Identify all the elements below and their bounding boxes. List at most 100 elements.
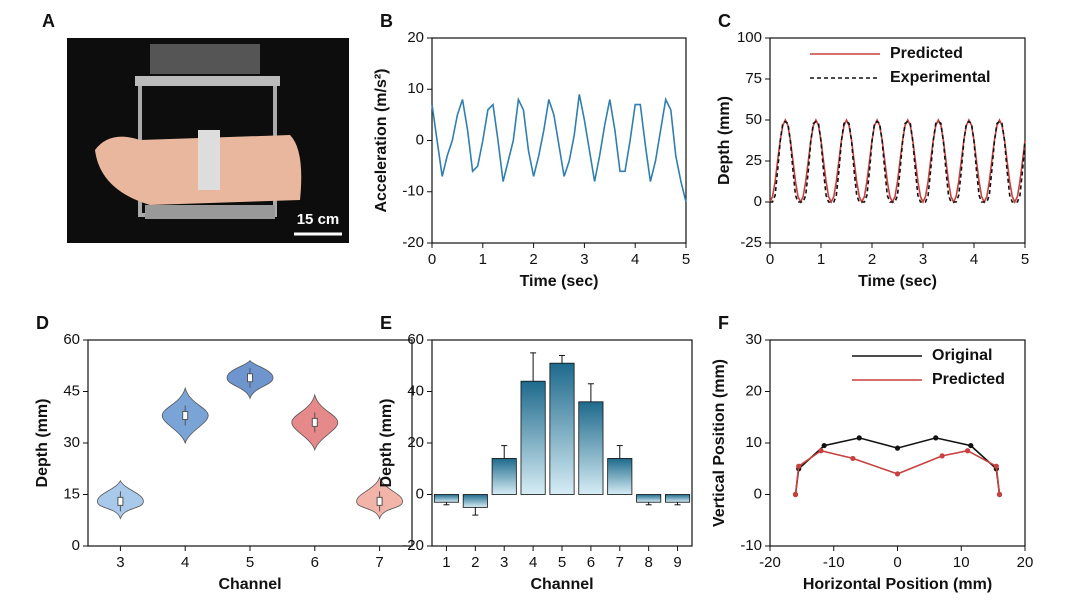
median-box — [182, 411, 189, 421]
y-tick-label: 25 — [745, 152, 762, 169]
chart: B -20 -10 0 10 20 0 1 2 3 4 5 Time (sec) Acceleration… — [373, 11, 690, 290]
bar — [549, 362, 575, 495]
median-box — [247, 373, 253, 383]
scale-bar-label: 15 cm — [297, 211, 340, 228]
y-tick-label: 20 — [407, 29, 424, 46]
panel-label: A — [42, 11, 55, 31]
y-tick-label: -10 — [402, 183, 424, 200]
x-axis-label: Horizontal Position (mm) — [803, 576, 992, 593]
y-tick-label: 0 — [416, 485, 424, 502]
x-tick-label: 5 — [246, 554, 254, 571]
panel-label: D — [36, 313, 49, 333]
bar — [491, 458, 517, 495]
bar — [636, 494, 662, 503]
legend-label: Predicted — [890, 45, 963, 62]
point — [850, 455, 856, 462]
y-tick-label: 20 — [745, 382, 762, 399]
y-tick-label: 0 — [72, 537, 80, 554]
point — [894, 471, 901, 477]
point — [792, 491, 799, 498]
x-tick-label: -20 — [759, 554, 781, 571]
point — [939, 453, 945, 459]
point — [894, 445, 901, 451]
median-box — [376, 496, 383, 506]
y-tick-label: -20 — [402, 234, 424, 251]
y-tick-label: 100 — [737, 29, 762, 46]
x-axis-label: Channel — [218, 576, 281, 593]
x-tick-label: 1 — [817, 251, 825, 268]
bar — [433, 494, 459, 503]
legend-label: Experimental — [890, 69, 990, 86]
x-tick-label: 2 — [529, 251, 537, 268]
x-tick-label: 0 — [766, 251, 774, 268]
bar — [578, 401, 604, 495]
x-tick-label: 3 — [919, 251, 927, 268]
bar — [607, 458, 633, 495]
median-box — [117, 496, 124, 506]
point — [821, 442, 827, 449]
x-tick-label: 5 — [682, 251, 690, 268]
y-tick-label: 10 — [745, 434, 762, 451]
x-tick-label: 0 — [893, 554, 901, 571]
x-tick-label: 4 — [181, 554, 189, 571]
x-tick-label: 3 — [500, 554, 508, 571]
bar — [462, 494, 488, 508]
x-tick-label: 5 — [1021, 251, 1029, 268]
y-axis-label: Depth (mm) — [716, 96, 733, 185]
median-box — [311, 417, 318, 427]
data-line — [431, 94, 687, 203]
point — [818, 448, 824, 454]
x-axis-label: Channel — [530, 576, 593, 593]
legend-label: Original — [932, 347, 992, 364]
point — [933, 435, 939, 441]
y-tick-label: 0 — [754, 193, 762, 210]
y-tick-label: 60 — [407, 331, 424, 348]
x-tick-label: 6 — [587, 554, 595, 571]
point — [796, 463, 802, 469]
bar — [665, 494, 691, 503]
x-axis-label: Time (sec) — [858, 273, 937, 290]
panel-label: B — [380, 11, 393, 31]
x-tick-label: 2 — [471, 554, 479, 571]
x-tick-label: 20 — [1017, 554, 1034, 571]
point — [856, 435, 862, 441]
panel-label: E — [380, 313, 392, 333]
x-tick-label: -10 — [823, 554, 845, 571]
photo: A 15 cm — [42, 11, 349, 243]
y-tick-label: 50 — [745, 111, 762, 128]
y-tick-label: 30 — [745, 331, 762, 348]
x-tick-label: 5 — [558, 554, 566, 571]
y-tick-label: 45 — [63, 382, 80, 399]
y-tick-label: -25 — [740, 234, 762, 251]
x-tick-label: 8 — [644, 554, 652, 571]
point — [965, 448, 971, 454]
y-tick-label: 0 — [754, 485, 762, 502]
panel-label: F — [718, 313, 729, 333]
x-axis-label: Time (sec) — [520, 273, 599, 290]
point — [968, 442, 974, 449]
x-tick-label: 7 — [375, 554, 383, 571]
data-line — [770, 120, 1026, 203]
bar — [520, 380, 546, 495]
y-tick-label: 0 — [416, 131, 424, 148]
x-tick-label: 7 — [616, 554, 624, 571]
y-tick-label: 40 — [407, 382, 424, 399]
y-tick-label: 20 — [407, 434, 424, 451]
x-tick-label: 2 — [868, 251, 876, 268]
y-axis-label: Depth (mm) — [34, 399, 51, 488]
x-tick-label: 3 — [580, 251, 588, 268]
x-tick-label: 4 — [529, 554, 537, 571]
y-tick-label: 75 — [745, 70, 762, 87]
y-axis-label: Vertical Position (mm) — [711, 359, 728, 527]
panel-label: C — [718, 11, 731, 31]
electronics — [150, 44, 260, 74]
x-tick-label: 0 — [428, 251, 436, 268]
strap — [198, 130, 220, 190]
x-tick-label: 10 — [953, 554, 970, 571]
y-tick-label: 10 — [407, 80, 424, 97]
point — [993, 463, 999, 469]
